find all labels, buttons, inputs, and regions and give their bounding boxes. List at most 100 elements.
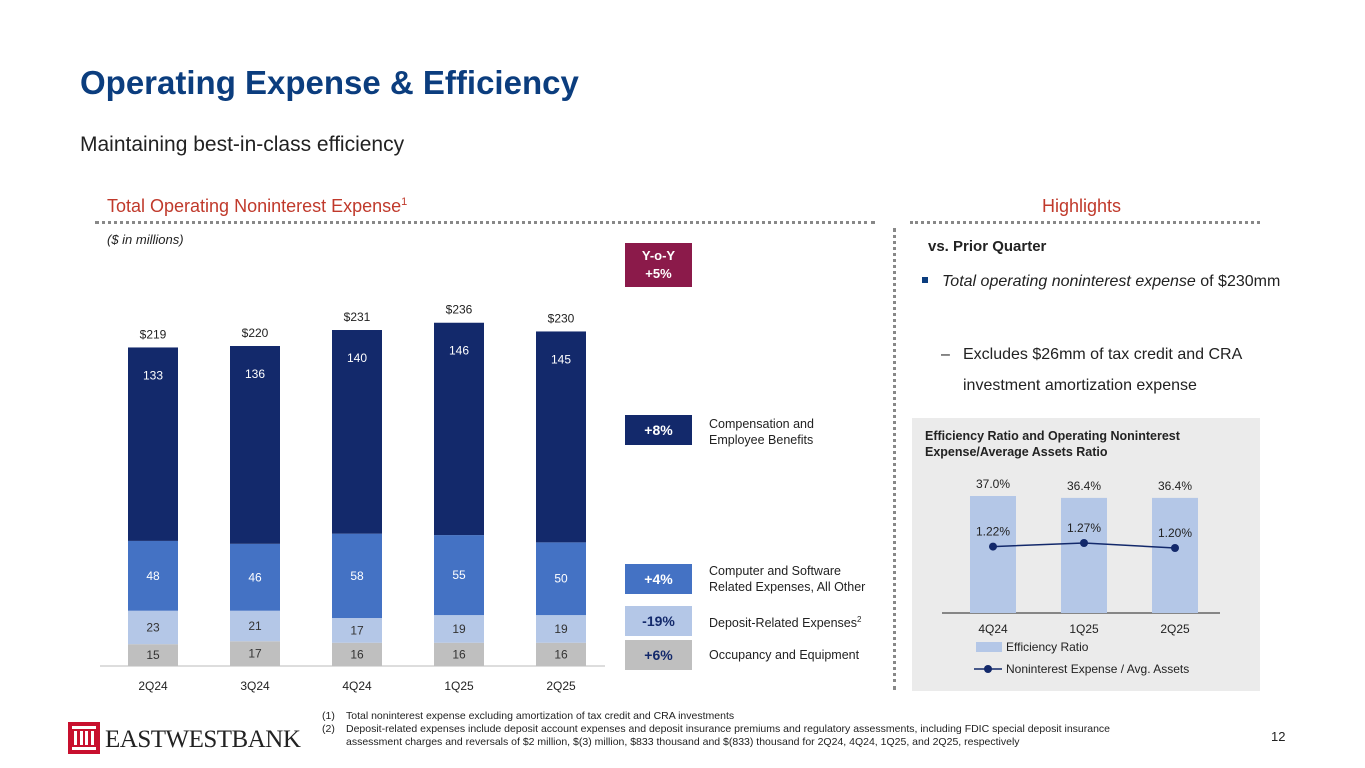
efficiency-bar-label: 36.4% — [1158, 479, 1192, 493]
ratio-label: 1.20% — [1158, 526, 1192, 540]
efficiency-chart-title: Efficiency Ratio and Operating Nonintere… — [925, 429, 1180, 459]
efficiency-chart: 37.0% 4Q24 36.4% 1Q25 36.4% 2Q25 1.22% 1.27% 1.2… — [942, 477, 1220, 676]
bar-value-label: 16 — [350, 647, 364, 661]
yoy-badge-deposit: -19% — [625, 606, 692, 636]
bar-value-label: 15 — [146, 648, 160, 662]
footnote-1-text: Total noninterest expense excluding amor… — [346, 710, 735, 722]
expense-section-heading: Total Operating Noninterest Expense1 — [107, 196, 407, 217]
ratio-label: 1.27% — [1067, 521, 1101, 535]
page-number: 12 — [1271, 729, 1286, 744]
bar-value-label: 58 — [350, 569, 364, 583]
x-tick-label: 1Q25 — [444, 679, 474, 693]
highlight-subbullet: – Excludes $26mm of tax credit and CRA i… — [941, 339, 1281, 401]
x-tick-label: 3Q24 — [240, 679, 270, 693]
dash-icon: – — [941, 346, 950, 363]
x-tick-label: 2Q24 — [138, 679, 168, 693]
bank-logo-text: EASTWESTBANK — [105, 726, 301, 753]
efficiency-bar — [970, 496, 1016, 613]
highlights-vs-heading: vs. Prior Quarter — [928, 238, 1047, 255]
bar-segment — [128, 347, 178, 541]
bar-value-label: 136 — [245, 367, 265, 381]
footnote-2-text: Deposit-related expenses include deposit… — [346, 723, 1111, 748]
highlight-bullet-italic: Total operating noninterest expense — [942, 273, 1196, 290]
page-title: Operating Expense & Efficiency — [80, 64, 579, 101]
bar-total-label: $230 — [548, 311, 575, 325]
legend-occupancy: Occupancy and Equipment — [709, 648, 860, 662]
bar-segment — [128, 644, 178, 666]
bar-segment — [434, 322, 484, 536]
ratio-point — [1080, 539, 1088, 547]
ratio-label: 1.22% — [976, 525, 1010, 539]
bar-value-label: 55 — [452, 568, 466, 582]
footnote-1-num: (1) — [322, 710, 335, 722]
yoy-badge-computer: +4% — [625, 564, 692, 594]
legend-deposit-text: Deposit-Related Expenses — [709, 616, 857, 631]
yoy-badge-compensation: +8% — [625, 415, 692, 445]
efficiency-x-tick: 1Q25 — [1069, 622, 1099, 636]
bar-segment — [536, 615, 586, 643]
bar-value-label: 21 — [248, 619, 262, 633]
x-tick-label: 2Q25 — [546, 679, 576, 693]
legend-deposit: Deposit-Related Expenses2 — [709, 612, 861, 631]
bar-total-label: $231 — [344, 310, 371, 324]
expense-heading-footnote: 1 — [401, 196, 408, 208]
x-tick-label: 4Q24 — [342, 679, 372, 693]
bar-segment — [230, 610, 280, 642]
expense-section-divider — [95, 221, 875, 224]
bar-segment — [128, 540, 178, 611]
bar-total-label: $220 — [242, 326, 269, 340]
bar-value-label: 133 — [143, 368, 163, 382]
yoy-label: Y-o-Y — [641, 248, 676, 263]
bar-value-label: 16 — [554, 647, 568, 661]
legend-line-marker — [984, 665, 992, 673]
highlight-bullet: Total operating noninterest expense of $… — [922, 266, 1282, 297]
bar-value-label: 46 — [248, 570, 262, 584]
bar-total-label: $219 — [140, 327, 167, 341]
bar-segment — [434, 615, 484, 643]
bar-segment — [434, 535, 484, 616]
bar-value-label: 16 — [452, 647, 466, 661]
bar-value-label: 17 — [350, 623, 364, 637]
bar-value-label: 19 — [554, 622, 568, 636]
yoy-value: +5% — [645, 266, 672, 281]
highlight-bullet-rest: of $230mm — [1195, 273, 1281, 290]
efficiency-x-tick: 2Q25 — [1160, 622, 1190, 636]
bullet-square-icon — [922, 277, 928, 283]
bar-segment — [230, 543, 280, 611]
bar-segment — [332, 618, 382, 643]
legend-bar-label: Efficiency Ratio — [1006, 640, 1089, 654]
units-label: ($ in millions) — [107, 232, 184, 247]
efficiency-bar-label: 37.0% — [976, 477, 1010, 491]
page-subtitle: Maintaining best-in-class efficiency — [80, 133, 405, 156]
bar-value-label: 146 — [449, 344, 469, 358]
bar-value-label: 23 — [146, 620, 160, 634]
legend-line-label: Noninterest Expense / Avg. Assets — [1006, 662, 1189, 676]
ratio-point — [1171, 544, 1179, 552]
bank-logo-icon — [68, 722, 100, 754]
efficiency-x-tick: 4Q24 — [978, 622, 1008, 636]
legend-compensation-line2: Employee Benefits — [709, 433, 814, 447]
legend-compensation: Compensation and Employee Benefits — [709, 416, 814, 448]
efficiency-bar — [1152, 497, 1198, 613]
bar-segment — [230, 641, 280, 666]
bar-value-label: 17 — [248, 647, 262, 661]
legend-computer: Computer and Software Related Expenses, … — [709, 563, 865, 595]
legend-deposit-footnote: 2 — [857, 615, 862, 624]
footnotes: (1) Total noninterest expense excluding … — [322, 710, 1222, 749]
ratio-point — [989, 542, 997, 551]
bar-segment — [536, 542, 586, 616]
footnote-2: (2) Deposit-related expenses include dep… — [322, 723, 1136, 749]
bar-value-label: 140 — [347, 351, 367, 365]
bar-segment — [434, 642, 484, 666]
legend-computer-line1: Computer and Software — [709, 564, 842, 578]
legend-compensation-line1: Compensation and — [709, 417, 814, 431]
bar-value-label: 145 — [551, 352, 571, 366]
highlights-heading: Highlights — [1042, 196, 1122, 216]
bar-value-label: 19 — [452, 622, 466, 636]
efficiency-bar-label: 36.4% — [1067, 479, 1101, 493]
highlights-divider — [910, 221, 1260, 224]
footnote-2-num: (2) — [322, 723, 335, 735]
efficiency-bar — [1061, 497, 1107, 613]
highlight-subbullet-text: Excludes $26mm of tax credit and CRA inv… — [963, 346, 1242, 394]
section-vertical-divider — [893, 228, 896, 690]
